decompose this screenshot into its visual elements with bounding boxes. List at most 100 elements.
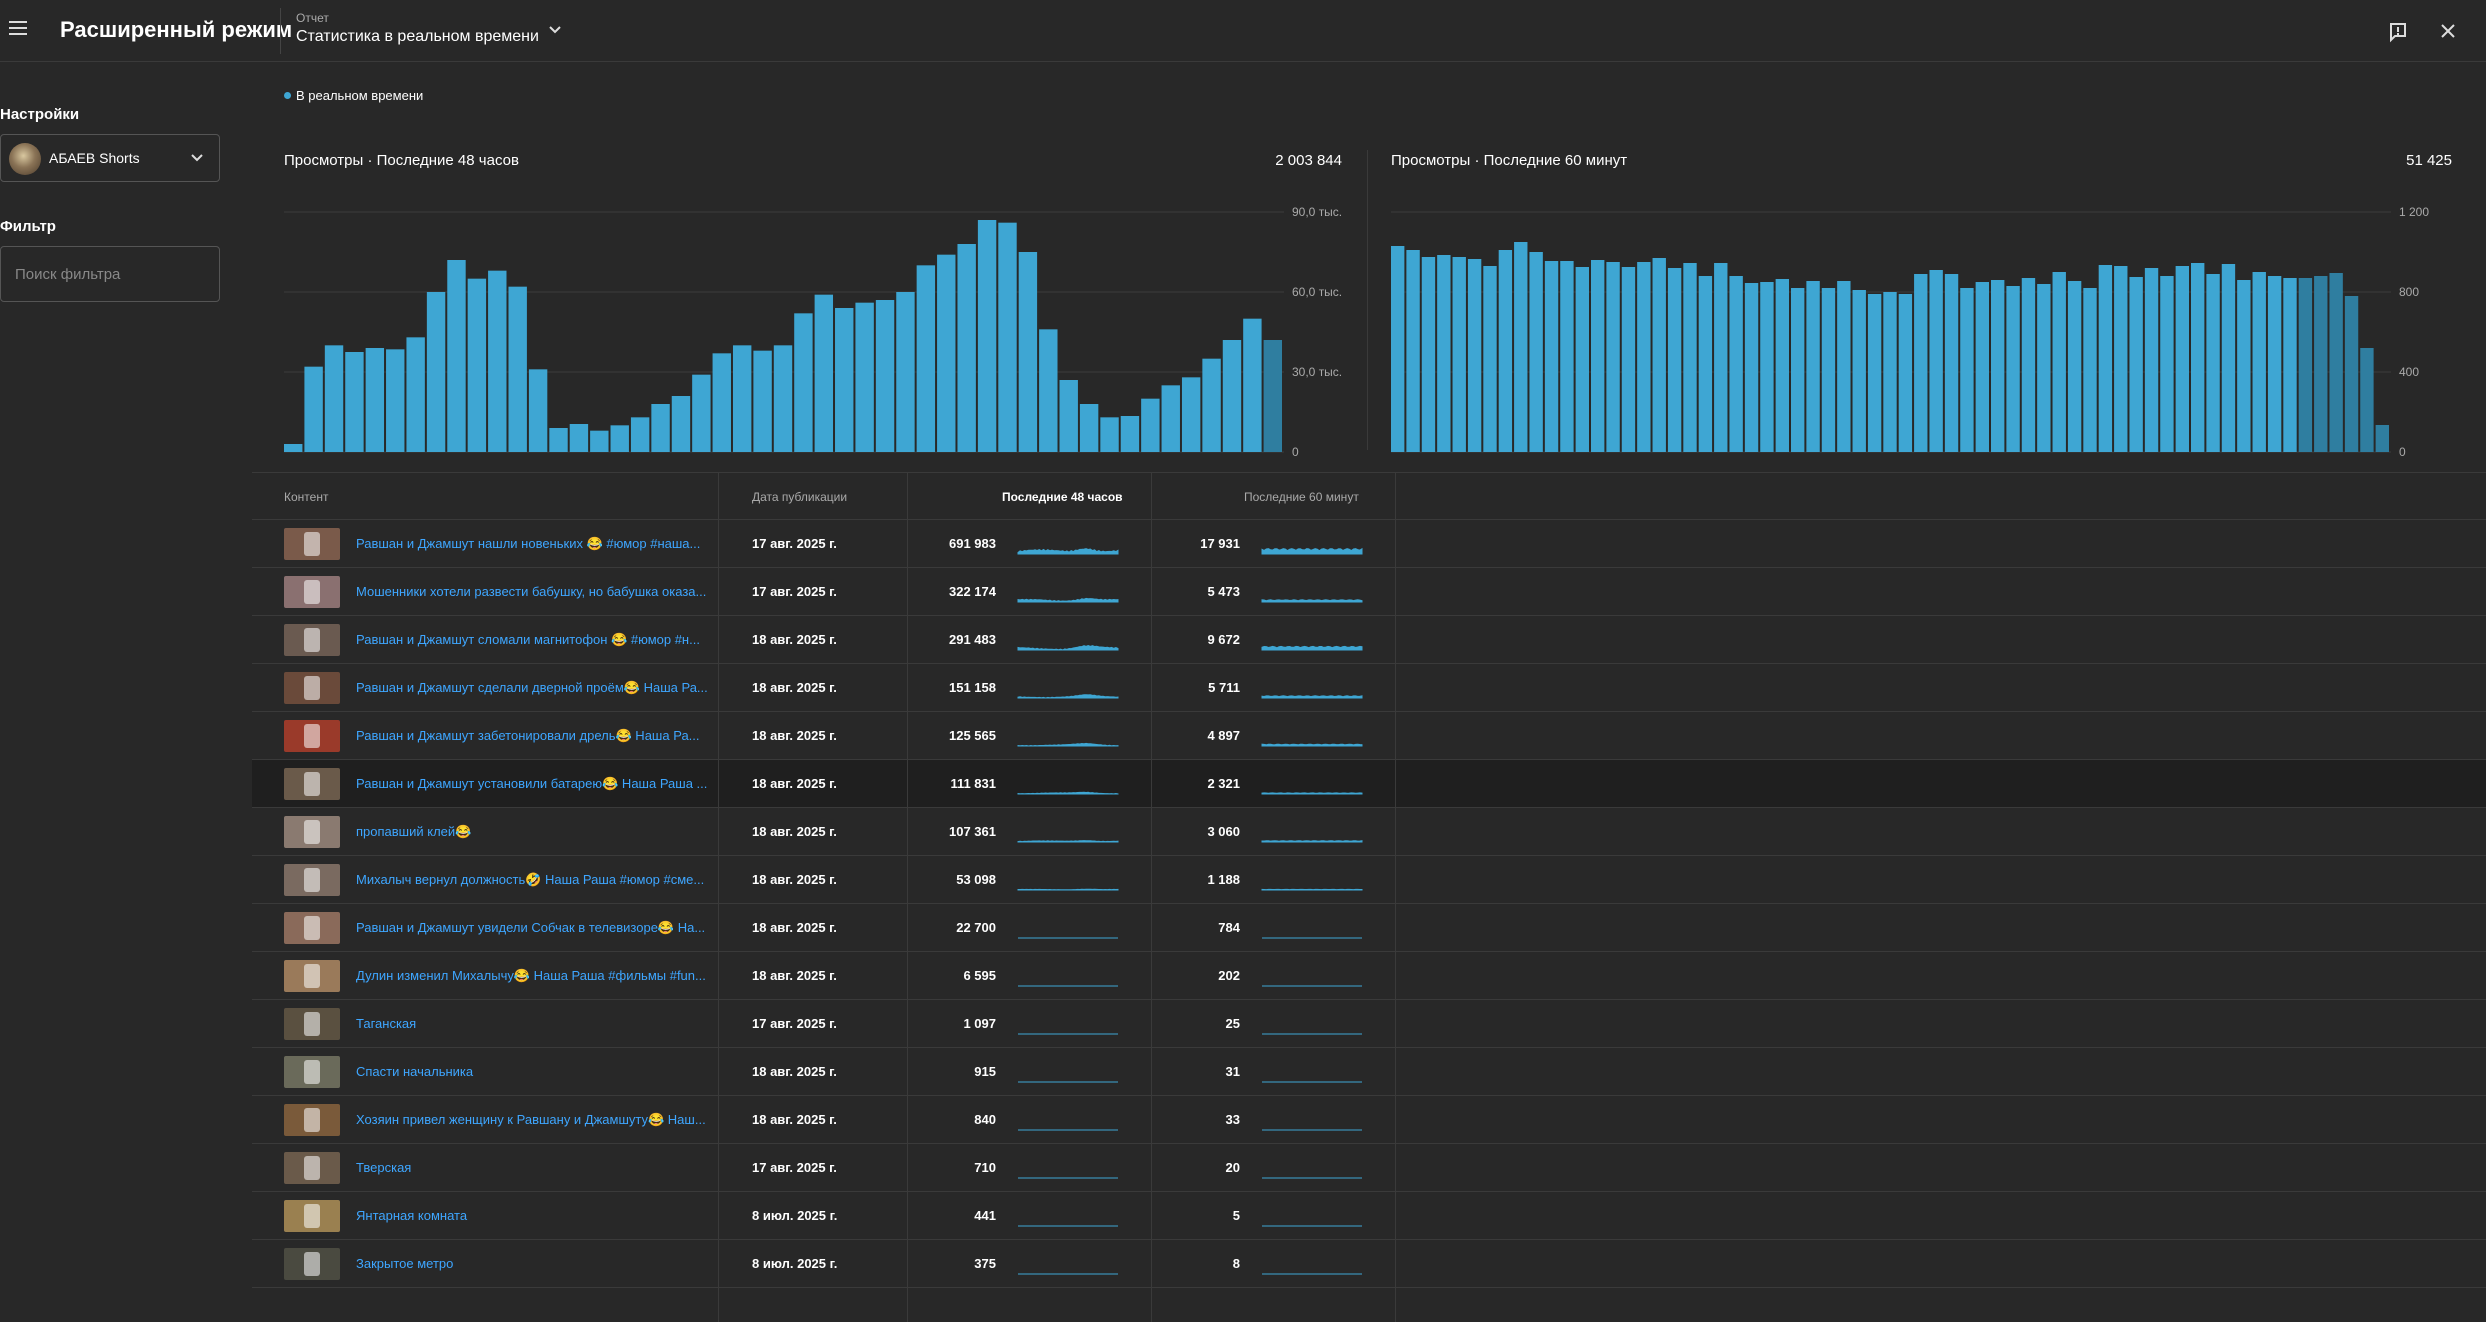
video-thumbnail[interactable] [284,1056,340,1088]
chart-bar[interactable] [692,374,711,452]
chart-bar[interactable] [1729,276,1743,452]
chart-bar[interactable] [1018,252,1038,452]
chart-bar[interactable] [1421,257,1436,452]
chart-bar[interactable] [753,350,772,452]
chart-bar[interactable] [1100,417,1119,452]
chart-bar[interactable] [2237,280,2251,452]
chart-bar[interactable] [2098,265,2113,452]
video-title-link[interactable]: Равшан и Джамшут увидели Собчак в телеви… [356,920,706,935]
chart-bar[interactable] [1079,404,1099,452]
chart-bar[interactable] [467,278,487,452]
header-last-60m[interactable]: Последние 60 минут [1244,490,1359,504]
video-title-link[interactable]: Закрытое метро [356,1256,454,1271]
table-row[interactable]: пропавший клей😂 18 авг. 2025 г. 107 361 3 0… [252,808,2486,856]
chart-bar[interactable] [916,265,936,452]
video-title-link[interactable]: Мошенники хотели развести бабушку, но ба… [356,584,707,599]
chart-bar[interactable] [1883,292,1897,452]
chart-bar[interactable] [1714,263,1728,452]
feedback-icon[interactable] [2386,20,2410,44]
video-thumbnail[interactable] [284,624,340,656]
chart-bar[interactable] [1821,288,1836,452]
header-date[interactable]: Дата публикации [752,490,848,504]
chart-bar[interactable] [1498,250,1513,452]
table-row[interactable]: Равшан и Джамшут сделали дверной проём😂 … [252,664,2486,712]
chart-bar[interactable] [2175,266,2189,452]
chart-bar[interactable] [1991,280,2005,452]
chart-bar[interactable] [1452,257,1466,452]
video-title-link[interactable]: пропавший клей😂 [356,824,472,839]
header-last-48h[interactable]: Последние 48 часов [1002,490,1123,504]
table-row[interactable]: Равшан и Джамшут сломали магнитофон 😂 #ю… [252,616,2486,664]
table-row[interactable]: Равшан и Джамшут увидели Собчак в телеви… [252,904,2486,952]
chart-bar[interactable] [2283,278,2297,452]
chart-bar[interactable] [2329,273,2343,452]
chart-bar[interactable] [1161,385,1180,452]
chart-bar[interactable] [1202,358,1221,452]
chart-bar[interactable] [1529,252,1543,452]
chart-bar[interactable] [2037,284,2051,452]
chart-bar[interactable] [1483,266,1497,452]
chart-bar[interactable] [488,270,507,452]
chart-bar[interactable] [977,220,997,452]
chart-bar[interactable] [957,244,976,452]
chart-bar[interactable] [1914,274,1928,452]
chart-bar[interactable] [1806,281,1820,452]
chart-bar[interactable] [1141,398,1160,452]
video-title-link[interactable]: Хозяин привел женщину к Равшану и Джамшу… [356,1112,706,1127]
chart-bar[interactable] [1898,294,1913,452]
chart-bar[interactable] [1039,329,1058,452]
video-thumbnail[interactable] [284,864,340,896]
table-row[interactable]: Тверская 17 авг. 2025 г. 710 20 [252,1144,2486,1192]
chart-bar[interactable] [998,222,1017,452]
chart-bar[interactable] [937,254,956,452]
chart-bar[interactable] [365,348,385,452]
chart-bar[interactable] [406,337,425,452]
chart-bar[interactable] [2298,278,2313,452]
chart-bar[interactable] [304,366,323,452]
video-thumbnail[interactable] [284,1248,340,1280]
chart-bar[interactable] [1222,340,1242,452]
table-row[interactable]: Дулин изменил Михалычу😂 Наша Раша #фильм… [252,952,2486,1000]
video-thumbnail[interactable] [284,960,340,992]
table-row[interactable]: Михалыч вернул должность🤣 Наша Раша #юмо… [252,856,2486,904]
table-row[interactable]: Хозяин привел женщину к Равшану и Джамшу… [252,1096,2486,1144]
chart-bar[interactable] [1867,294,1882,452]
filter-search-input[interactable] [0,246,220,302]
chart-bar[interactable] [1243,318,1262,452]
video-title-link[interactable]: Равшан и Джамшут сделали дверной проём😂 … [356,680,708,695]
chart-bar[interactable] [2314,276,2328,452]
chart-bar[interactable] [284,444,303,452]
chart-bar[interactable] [590,430,609,452]
video-thumbnail[interactable] [284,1104,340,1136]
chart-bar[interactable] [1652,258,1666,452]
chart-bar[interactable] [1852,290,1866,452]
chart-bar[interactable] [1437,255,1451,452]
video-title-link[interactable]: Янтарная комната [356,1208,468,1223]
menu-icon[interactable] [6,17,30,41]
chart-bar[interactable] [2083,288,2097,452]
video-title-link[interactable]: Равшан и Джамшут нашли новеньких 😂 #юмор… [356,536,701,551]
video-thumbnail[interactable] [284,912,340,944]
chart-bar[interactable] [610,425,629,452]
chart-bar[interactable] [1059,380,1078,452]
chart-bar[interactable] [1760,282,1774,452]
chart-bar[interactable] [1944,274,1959,452]
chart-bar[interactable] [1621,267,1636,452]
chart-bar[interactable] [1667,268,1682,452]
chart-bar[interactable] [2267,276,2282,452]
chart-bar[interactable] [1544,261,1559,452]
chart-bar[interactable] [835,308,854,452]
video-title-link[interactable]: Тверская [356,1160,412,1175]
table-row[interactable]: Равшан и Джамшут забетонировали дрель😂 Н… [252,712,2486,760]
video-thumbnail[interactable] [284,816,340,848]
video-title-link[interactable]: Равшан и Джамшут установили батарею😂 Наш… [356,776,708,791]
table-row[interactable]: Равшан и Джамшут нашли новеньких 😂 #юмор… [252,520,2486,568]
chart-bar[interactable] [345,352,364,452]
chart-bar[interactable] [896,292,915,452]
chart-bar[interactable] [2067,281,2082,452]
video-thumbnail[interactable] [284,528,340,560]
chart-bar[interactable] [2360,348,2374,452]
chart-bar[interactable] [1791,288,1805,452]
chart-bar[interactable] [1406,250,1420,452]
chart-bar[interactable] [1960,288,1974,452]
